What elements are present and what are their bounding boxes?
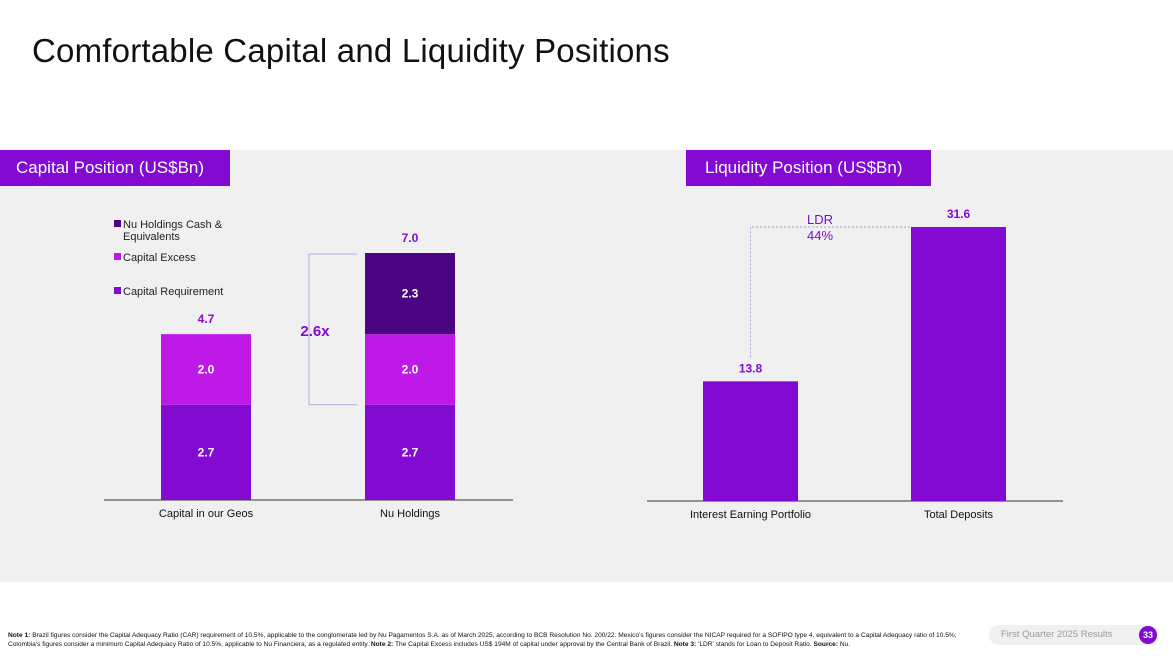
capital-bar-nu-holdings-nu-holdings-cash-equivalents [365, 253, 455, 335]
capital-bar-value-label: 2.7 [402, 445, 419, 459]
capital-total-label: 7.0 [402, 231, 419, 245]
capital-category-label: Capital in our Geos [159, 508, 254, 520]
liquidity-position-chart: 13.8 Interest Earning Portfolio 31.6 Total … [647, 207, 1063, 521]
capital-position-chart: 2.7 2.0 4.7 Capital in our Geos 2.7 2.0 2.3 7.0… [104, 219, 513, 520]
legend-label: Capital Requirement [123, 286, 223, 298]
liquidity-bar-interest-earning-portfolio [703, 381, 798, 501]
capital-bar-value-label: 2.0 [198, 362, 215, 376]
footnote-note3-label: Note 3: [673, 640, 697, 648]
footnote-note1-text: Brazil figures consider the Capital Adeq… [8, 632, 957, 648]
liquidity-category-label: Interest Earning Portfolio [690, 509, 811, 521]
legend-swatch [114, 287, 121, 294]
ldr-annotation: 44% [807, 228, 833, 243]
capital-bar-capital-in-our-geos-capital-requirement [161, 404, 251, 500]
capital-bar-value-label: 2.3 [402, 287, 419, 301]
legend-label: Nu Holdings Cash & [123, 219, 223, 231]
footnote-note2-text: The Capital Excess includes US$ 194M of … [393, 640, 674, 648]
capital-bar-capital-in-our-geos-capital-excess [161, 334, 251, 405]
page-title: Comfortable Capital and Liquidity Positi… [32, 32, 670, 69]
capital-bar-value-label: 2.7 [198, 445, 215, 459]
footer-label: First Quarter 2025 Results [1001, 629, 1113, 640]
footnote: Note 1: Brazil figures consider the Capi… [8, 632, 980, 649]
capital-position-header: Capital Position (US$Bn) [0, 150, 230, 186]
legend-swatch [114, 253, 121, 260]
legend-label: Equivalents [123, 231, 180, 243]
footnote-note1-label: Note 1: [8, 632, 31, 639]
liquidity-category-label: Total Deposits [924, 509, 994, 521]
footnote-source-label: Source: [813, 640, 839, 648]
ldr-annotation: LDR [807, 212, 833, 227]
capital-bar-nu-holdings-capital-requirement [365, 404, 455, 500]
ldr-connector-line [750, 226, 911, 358]
liquidity-bar-total-deposits [911, 227, 1006, 501]
capital-category-label: Nu Holdings [380, 508, 440, 520]
footnote-note3-text: 'LDR' stands for Loan to Deposit Ratio. [696, 640, 814, 648]
capital-bar-nu-holdings-capital-excess [365, 334, 455, 405]
footnote-source-text: Nu. [838, 640, 851, 648]
capital-multiple-annotation: 2.6x [300, 323, 330, 340]
liquidity-position-header: Liquidity Position (US$Bn) [686, 150, 931, 186]
liquidity-value-label: 31.6 [947, 207, 971, 221]
liquidity-value-label: 13.8 [739, 361, 763, 375]
capital-total-label: 4.7 [198, 312, 215, 326]
page-number: 33 [1139, 626, 1157, 644]
capital-bar-value-label: 2.0 [402, 362, 419, 376]
footer-badge: First Quarter 2025 Results 33 [989, 625, 1159, 645]
legend-swatch [114, 220, 121, 227]
capital-excess-bracket [308, 253, 357, 406]
footnote-note2-label: Note 2: [370, 640, 394, 648]
legend-label: Capital Excess [123, 252, 196, 264]
